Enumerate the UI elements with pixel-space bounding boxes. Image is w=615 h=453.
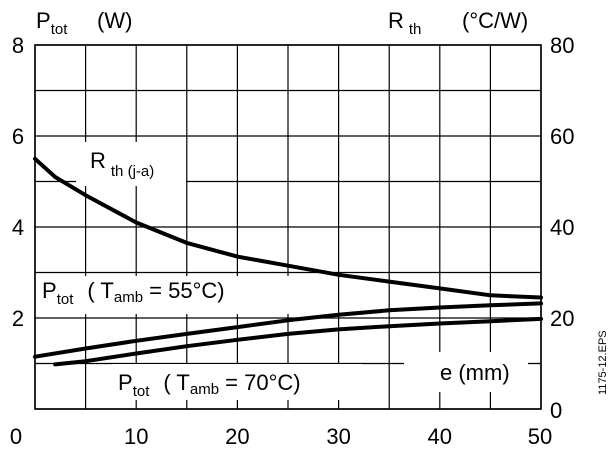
header-right-unit: (°C/W) [462, 8, 528, 33]
y-left-tick-label: 4 [12, 215, 24, 240]
y-right-tick-label: 60 [550, 124, 574, 149]
curve-series-2 [53, 316, 543, 367]
header-left-unit: (W) [97, 8, 132, 33]
ptot70-curve-label: Ptot( Tamb = 70°C) [118, 370, 301, 400]
y-left-tick-label: 2 [12, 306, 24, 331]
rth-label-background [76, 142, 186, 186]
x-tick-label: 10 [124, 424, 148, 449]
x-tick-label: 40 [428, 424, 452, 449]
y-left-tick-label: 8 [12, 33, 24, 58]
x-axis-label-background [404, 352, 528, 392]
plot-frame [34, 44, 542, 410]
x-tick-label: 0 [10, 424, 22, 449]
y-right-tick-label: 20 [550, 306, 574, 331]
x-axis-label: e (mm) [440, 360, 510, 385]
side-note: 1175-12.EPS [597, 330, 609, 395]
x-tick-label: 50 [528, 424, 552, 449]
curve-series-0 [33, 156, 543, 300]
y-right-tick-label: 40 [550, 215, 574, 240]
header-left-main: Ptot [36, 8, 68, 38]
ptot55-label-background [36, 276, 290, 314]
curve-series-1 [33, 301, 543, 359]
y-left-tick-label: 6 [12, 124, 24, 149]
curves [33, 156, 543, 367]
x-tick-label: 20 [225, 424, 249, 449]
y-right-tick-label: 80 [550, 33, 574, 58]
ptot55-curve-label: Ptot( Tamb = 55°C) [42, 278, 225, 308]
y-right-tick-label: 0 [550, 398, 562, 423]
x-tick-label: 30 [326, 424, 350, 449]
ptot70-label-background [112, 364, 362, 400]
